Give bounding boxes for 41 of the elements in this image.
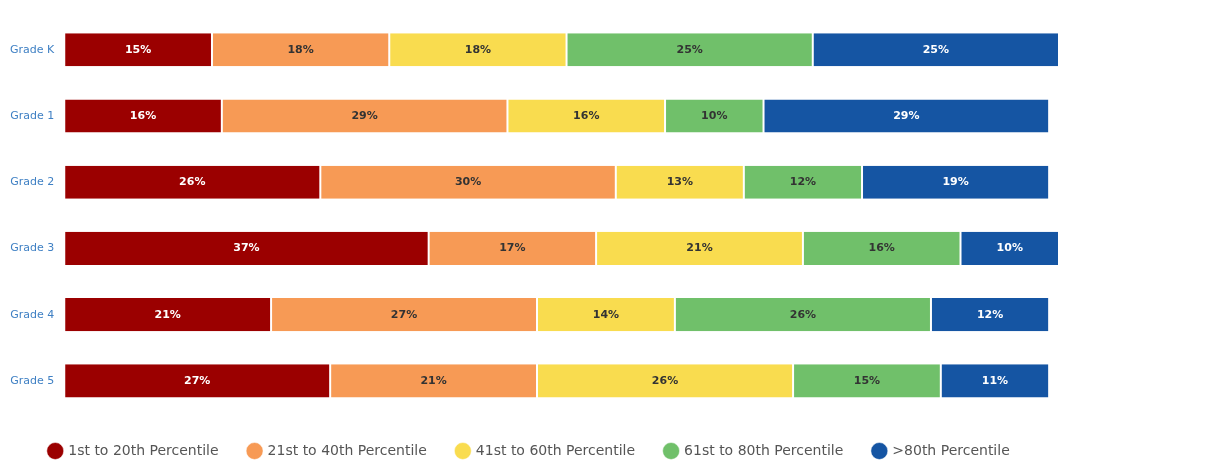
y-tick-label: Grade 5 bbox=[10, 373, 55, 387]
data-label: 14% bbox=[592, 307, 620, 321]
data-label: 27% bbox=[184, 373, 211, 387]
data-label: 12% bbox=[976, 307, 1004, 321]
y-tick-label: Grade 3 bbox=[10, 241, 55, 255]
data-label: 25% bbox=[676, 42, 703, 56]
data-label: 13% bbox=[666, 175, 693, 189]
data-label: 16% bbox=[868, 241, 895, 255]
data-label: 16% bbox=[573, 108, 600, 122]
data-label: 15% bbox=[124, 42, 152, 56]
data-label: 21% bbox=[154, 307, 181, 321]
data-label: 10% bbox=[701, 108, 728, 122]
data-label: 11% bbox=[981, 373, 1009, 387]
data-label: 18% bbox=[464, 42, 492, 56]
data-label: 16% bbox=[129, 108, 157, 122]
data-label: 10% bbox=[996, 241, 1023, 255]
legend-label: 61st to 80th Percentile bbox=[684, 441, 844, 458]
data-label: 27% bbox=[390, 307, 418, 321]
data-label: 17% bbox=[499, 241, 526, 255]
data-label: 21% bbox=[420, 373, 447, 387]
data-label: 30% bbox=[454, 175, 482, 189]
data-label: 29% bbox=[893, 108, 920, 122]
y-tick-label: Grade 4 bbox=[10, 307, 55, 321]
legend-label: 1st to 20th Percentile bbox=[68, 441, 219, 458]
data-label: 26% bbox=[179, 175, 206, 189]
data-label: 29% bbox=[351, 108, 378, 122]
y-tick-label: Grade 2 bbox=[10, 175, 55, 189]
data-label: 18% bbox=[287, 42, 314, 56]
data-label: 26% bbox=[651, 373, 679, 387]
legend-label: 21st to 40th Percentile bbox=[267, 441, 427, 458]
data-label: 21% bbox=[686, 241, 713, 255]
data-label: 25% bbox=[922, 42, 950, 56]
y-tick-label: Grade K bbox=[10, 42, 56, 56]
legend-label: 41st to 60th Percentile bbox=[475, 441, 636, 458]
data-label: 12% bbox=[789, 175, 817, 189]
data-label: 26% bbox=[789, 307, 817, 321]
data-label: 19% bbox=[942, 175, 969, 189]
legend-label: >80th Percentile bbox=[892, 441, 1010, 458]
data-label: 37% bbox=[233, 241, 260, 255]
y-tick-label: Grade 1 bbox=[10, 108, 55, 122]
data-label: 15% bbox=[853, 373, 881, 387]
